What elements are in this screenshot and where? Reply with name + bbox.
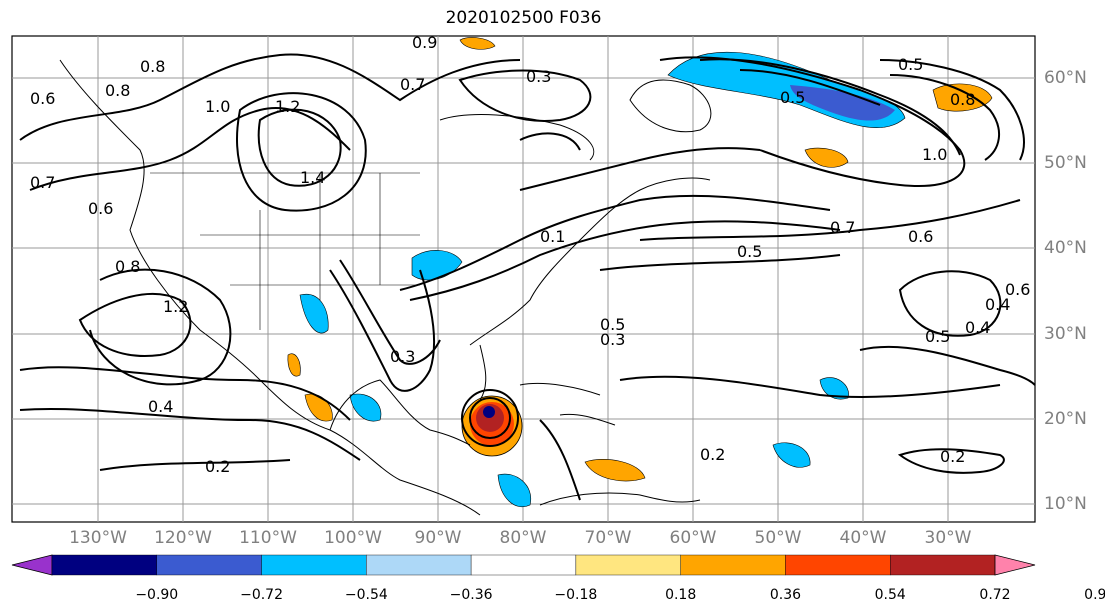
contour-label: 0.6 (908, 227, 933, 246)
contour-label: 1.0 (205, 97, 230, 116)
colorbar-tick: 0.54 (874, 587, 906, 603)
longitude-label: 120°W (154, 528, 212, 548)
contour-label: 0.3 (390, 347, 415, 366)
blue-region-gulf (349, 393, 382, 422)
contour-labels: 0.80.6 1.0 1.21.40.70.60.80.40.21.20.70.30… (30, 33, 1030, 476)
orange-region-atlantic (804, 147, 849, 168)
colorbar-tick: 0.18 (665, 587, 697, 603)
longitude-label: 40°W (839, 528, 887, 548)
colorbar-tick: 0.72 (979, 587, 1011, 603)
blue-region-atlantic-east (772, 442, 811, 468)
colorbar-bin (51, 554, 157, 576)
longitude-label: 60°W (669, 528, 717, 548)
colorbar-tick: −0.54 (344, 587, 388, 603)
shaded-anomalies (287, 37, 993, 507)
longitude-label: 100°W (324, 528, 382, 548)
colorbar-tick: −0.18 (554, 587, 598, 603)
contour-label: 0.2 (700, 445, 725, 464)
contour-label: 0.5 (925, 327, 950, 346)
contour-label: 1.4 (300, 168, 325, 187)
contour-label: 0.9 (412, 33, 437, 52)
colorbar-bin (261, 554, 367, 576)
contour-label: 0.4 (148, 397, 173, 416)
contour-label: 0.3 (600, 330, 625, 349)
colorbar-extend-min (11, 554, 53, 576)
colorbar-bin (366, 554, 472, 576)
contour-label: 1.2 (163, 297, 188, 316)
orange-region-caribbean (584, 459, 646, 482)
contour-label: 0.7 (830, 218, 855, 237)
contour-label: 0.6 (30, 89, 55, 108)
contour-label: 0.6 (88, 199, 113, 218)
latitude-label: 40°N (1044, 238, 1087, 258)
colorbar-bin (890, 554, 996, 576)
contour-label: 0.5 (780, 88, 805, 107)
colorbar-bin (575, 554, 681, 576)
colorbar-tick: 0.90 (1084, 587, 1105, 603)
contour-label: 0.7 (400, 75, 425, 94)
latitude-label: 20°N (1044, 409, 1087, 429)
contour-label: 0.8 (105, 81, 130, 100)
latitude-label: 30°N (1044, 324, 1087, 344)
orange-region-greenland (459, 37, 496, 50)
contour-label: 0.4 (965, 318, 990, 337)
blue-region-mid-atlantic (819, 377, 849, 400)
contour-label: 0.5 (600, 315, 625, 334)
latitude-label: 50°N (1044, 153, 1087, 173)
colorbar-bin (785, 554, 891, 576)
colorbar-bin (156, 554, 262, 576)
blue-region-caribbean (497, 473, 532, 507)
latitude-label: 60°N (1044, 68, 1087, 88)
contour-label: 1.2 (275, 97, 300, 116)
colorbar-bin (680, 554, 786, 576)
contour-lines (19, 53, 1036, 501)
contour-label: 0.4 (985, 295, 1010, 314)
contour-label: 0.2 (940, 447, 965, 466)
blue-region-texas (299, 293, 329, 334)
state-borders (150, 172, 420, 330)
contour-label: 0.5 (898, 55, 923, 74)
contour-label: 0.7 (30, 173, 55, 192)
contour-label: 0.2 (205, 457, 230, 476)
contour-label: 0.8 (140, 57, 165, 76)
longitude-label: 50°W (754, 528, 802, 548)
map-panel: 0.80.6 1.0 1.21.40.70.60.80.40.21.20.70.30… (11, 33, 1036, 523)
contour-label: 0.8 (115, 257, 140, 276)
longitude-label: 80°W (499, 528, 547, 548)
darkblue-region-north-atlantic (790, 85, 895, 121)
contour-label: 0.6 (1005, 280, 1030, 299)
latitude-label: 10°N (1044, 494, 1087, 514)
coastlines (59, 59, 712, 516)
colorbar-extend-max (994, 554, 1036, 576)
contour-label: 0.1 (540, 227, 565, 246)
colorbar-tick: 0.36 (769, 587, 802, 603)
colorbar-tick: −0.36 (449, 587, 493, 603)
hurricane-core (461, 395, 523, 457)
orange-region-pacific (287, 353, 301, 377)
colorbar-tick: −0.90 (135, 587, 179, 603)
orange-region-labrador (932, 83, 993, 112)
figure-title: 2020102500 F036 (445, 8, 602, 28)
colorbar-bin (470, 554, 577, 576)
colorbar-tick: −0.72 (240, 587, 283, 603)
longitude-label: 30°W (924, 528, 972, 548)
longitude-label: 110°W (239, 528, 297, 548)
contour-label: 0.5 (737, 242, 762, 261)
colorbar (11, 554, 1036, 576)
longitude-label: 90°W (414, 528, 462, 548)
contour-label: 0.3 (526, 67, 551, 86)
longitude-label: 70°W (584, 528, 632, 548)
contour-label: 1.0 (922, 145, 947, 164)
longitude-label: 130°W (69, 528, 127, 548)
contour-label: 0.8 (950, 90, 975, 109)
